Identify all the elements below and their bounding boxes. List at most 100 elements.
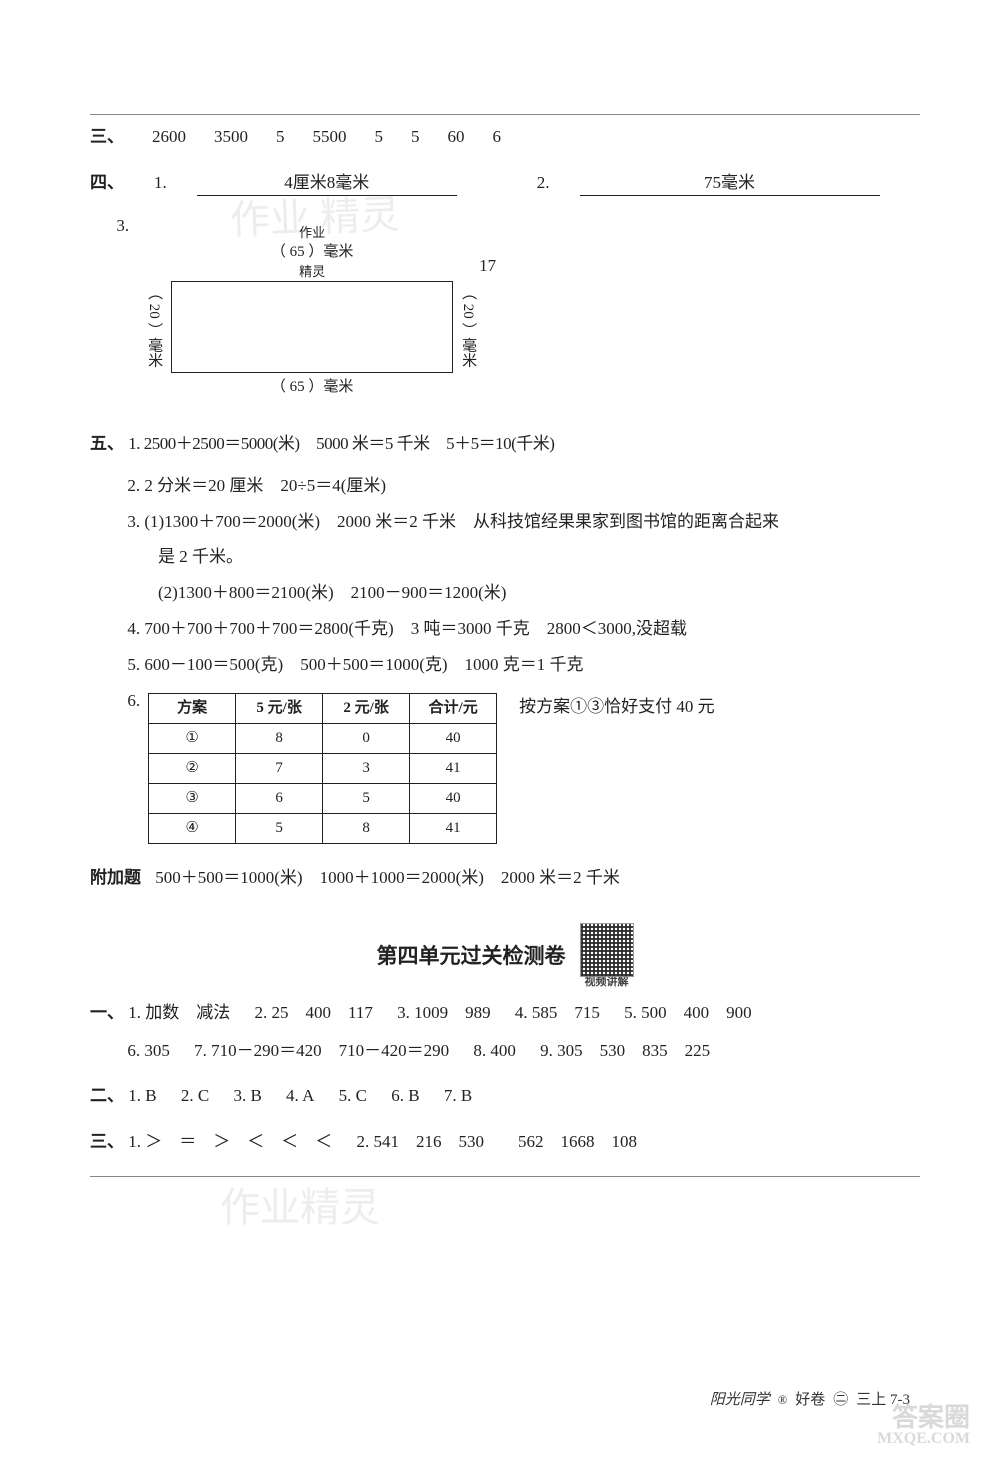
u4s1-p5: 6. 305 bbox=[127, 1039, 170, 1063]
table-cell: 3 bbox=[323, 753, 410, 783]
unit4-sec3: 三、 1. ＞ ＝ ＞ ＜ ＜ ＜ 2. 541 216 530 562 166… bbox=[90, 1130, 920, 1154]
table-cell: 8 bbox=[236, 723, 323, 753]
sec5-q6-table: 方案5 元/张2 元/张合计/元 ①8040②7341③6540④5841 bbox=[148, 693, 497, 844]
sec3-v3: 5500 bbox=[313, 125, 347, 149]
u4s1-p8: 9. 305 530 835 225 bbox=[540, 1039, 710, 1063]
table-cell: 7 bbox=[236, 753, 323, 783]
table-cell: ① bbox=[149, 723, 236, 753]
unit4-sec2: 二、 1. B 2. C 3. B 4. A 5. C 6. B 7. B bbox=[90, 1084, 920, 1108]
sec4-q3-top: 作业 （ 65 ）毫米 精灵 bbox=[171, 224, 453, 281]
qr-caption: 视频讲解 bbox=[580, 975, 634, 990]
unit4-sec1: 一、 1. 加数 减法 2. 25 400 117 3. 1009 989 4.… bbox=[90, 1001, 920, 1063]
sec4-q2-value: 75毫米 bbox=[580, 171, 880, 196]
u4s1-p2: 3. 1009 989 bbox=[397, 1001, 491, 1025]
footer-brand: 阳光同学 bbox=[710, 1390, 770, 1411]
sec5-q4: 4. 700＋700＋700＋700＝2800(千克) 3 吨＝3000 千克 … bbox=[127, 617, 920, 641]
sec4-q3-right: （ 20 ）毫米 bbox=[457, 285, 478, 368]
table-cell: 41 bbox=[410, 753, 497, 783]
sec5-q6-note: 按方案①③恰好支付 40 元 bbox=[519, 695, 715, 719]
sec5-q1: 1. 2500＋2500＝5000(米) 5000 米＝5 千米 5＋5＝10(… bbox=[128, 434, 554, 453]
section-5-label: 五、 bbox=[90, 434, 124, 453]
table-cell: 5 bbox=[323, 783, 410, 813]
sec5-q6-num: 6. bbox=[127, 689, 140, 713]
footer-sup: ® bbox=[778, 1392, 788, 1410]
table-cell: ④ bbox=[149, 813, 236, 843]
unit4-title: 第四单元过关检测卷 bbox=[377, 942, 566, 971]
u4s1-p7: 8. 400 bbox=[473, 1039, 516, 1063]
table-cell: 6 bbox=[236, 783, 323, 813]
u4s2-5: 6. B bbox=[391, 1084, 419, 1108]
table-cell: 40 bbox=[410, 783, 497, 813]
table-cell: 41 bbox=[410, 813, 497, 843]
u4s2-2: 3. B bbox=[233, 1084, 261, 1108]
u4s2-0: 1. B bbox=[128, 1084, 156, 1108]
u4s2-label: 二、 bbox=[90, 1086, 124, 1105]
u4s3-label: 三、 bbox=[90, 1132, 124, 1151]
table-cell: 8 bbox=[323, 813, 410, 843]
sec4-q3-side-num: 17 bbox=[479, 254, 496, 278]
sec4-q1-num: 1. bbox=[154, 171, 167, 195]
sec5-q2: 2. 2 分米＝20 厘米 20÷5＝4(厘米) bbox=[127, 474, 920, 498]
sec4-q3-left: （ 20 ）毫米 bbox=[143, 285, 164, 368]
u4s2-4: 5. C bbox=[339, 1084, 367, 1108]
sec4-q3-bottom: （ 65 ）毫米 bbox=[171, 373, 453, 398]
sec4-q2-num: 2. bbox=[537, 171, 550, 195]
extra-section: 附加题 500＋500＝1000(米) 1000＋1000＝2000(米) 20… bbox=[90, 866, 920, 890]
sec3-v6: 60 bbox=[448, 125, 465, 149]
rectangle bbox=[171, 281, 453, 373]
u4s1-p0: 1. 加数 减法 bbox=[128, 1001, 230, 1025]
section-5: 五、 1. 2500＋2500＝5000(米) 5000 米＝5 千米 5＋5＝… bbox=[90, 432, 920, 844]
extra-text: 500＋500＝1000(米) 1000＋1000＝2000(米) 2000 米… bbox=[155, 868, 620, 887]
sec3-v2: 5 bbox=[276, 125, 285, 149]
sec5-q3a2: 是 2 千米。 bbox=[158, 545, 920, 569]
sec3-v0: 2600 bbox=[152, 125, 186, 149]
u4s3-p2: 2. 541 216 530 562 1668 108 bbox=[357, 1130, 638, 1154]
u4s1-p4: 5. 500 400 900 bbox=[624, 1001, 752, 1025]
corner-l1: 答案圈 bbox=[877, 1405, 970, 1431]
table-header: 5 元/张 bbox=[236, 693, 323, 723]
sec3-v1: 3500 bbox=[214, 125, 248, 149]
corner-watermark: 答案圈 MXQE.COM bbox=[877, 1405, 970, 1447]
table-row: ②7341 bbox=[149, 753, 497, 783]
u4s1-p3: 4. 585 715 bbox=[515, 1001, 600, 1025]
sec3-v4: 5 bbox=[375, 125, 384, 149]
table-row: ③6540 bbox=[149, 783, 497, 813]
sec3-v5: 5 bbox=[411, 125, 420, 149]
section-4-label: 四、 bbox=[90, 171, 124, 195]
section-4: 四、 1. 4厘米8毫米 2. 75毫米 3. 作业 （ 65 ）毫米 精灵 （… bbox=[90, 171, 920, 410]
unit4-title-row: 第四单元过关检测卷 视频讲解 bbox=[90, 923, 920, 990]
footer-circled: ㊁ bbox=[833, 1390, 848, 1411]
watermark-2: 作业精灵 bbox=[220, 1180, 380, 1236]
table-row: ①8040 bbox=[149, 723, 497, 753]
table-cell: 40 bbox=[410, 723, 497, 753]
sec4-q3-top-val: （ 65 ）毫米 bbox=[271, 244, 354, 260]
u4s2-1: 2. C bbox=[181, 1084, 209, 1108]
table-cell: ② bbox=[149, 753, 236, 783]
sec4-q1-value: 4厘米8毫米 bbox=[197, 171, 457, 196]
u4s2-3: 4. A bbox=[286, 1084, 314, 1108]
section-3-label: 三、 bbox=[90, 125, 124, 149]
sec5-q3b: (2)1300＋800＝2100(米) 2100－900＝1200(米) bbox=[158, 581, 920, 605]
footer-mid: 好卷 bbox=[795, 1390, 825, 1411]
u4s2-6: 7. B bbox=[444, 1084, 472, 1108]
sec4-q3-badge-bottom: 精灵 bbox=[171, 263, 453, 281]
u4s1-p6: 7. 710－290＝420 710－420＝290 bbox=[194, 1039, 449, 1063]
sec5-q5: 5. 600－100＝500(克) 500＋500＝1000(克) 1000 克… bbox=[127, 653, 920, 677]
table-cell: 0 bbox=[323, 723, 410, 753]
table-cell: ③ bbox=[149, 783, 236, 813]
table-header: 合计/元 bbox=[410, 693, 497, 723]
u4s1-p1: 2. 25 400 117 bbox=[255, 1001, 373, 1025]
footer-rule bbox=[90, 1176, 920, 1177]
sec5-q3a: 3. (1)1300＋700＝2000(米) 2000 米＝2 千米 从科技馆经… bbox=[127, 510, 920, 534]
table-header: 2 元/张 bbox=[323, 693, 410, 723]
section-3: 三、 2600 3500 5 5500 5 5 60 6 bbox=[90, 114, 920, 149]
table-header: 方案 bbox=[149, 693, 236, 723]
sec3-v7: 6 bbox=[493, 125, 502, 149]
table-cell: 5 bbox=[236, 813, 323, 843]
sec4-q3-badge-top: 作业 bbox=[171, 224, 453, 242]
u4s3-p1: 1. ＞ ＝ ＞ ＜ ＜ ＜ bbox=[128, 1130, 332, 1154]
table-row: ④5841 bbox=[149, 813, 497, 843]
qr-icon bbox=[580, 923, 634, 977]
u4s1-label: 一、 bbox=[90, 1003, 124, 1022]
corner-l2: MXQE.COM bbox=[877, 1431, 970, 1447]
